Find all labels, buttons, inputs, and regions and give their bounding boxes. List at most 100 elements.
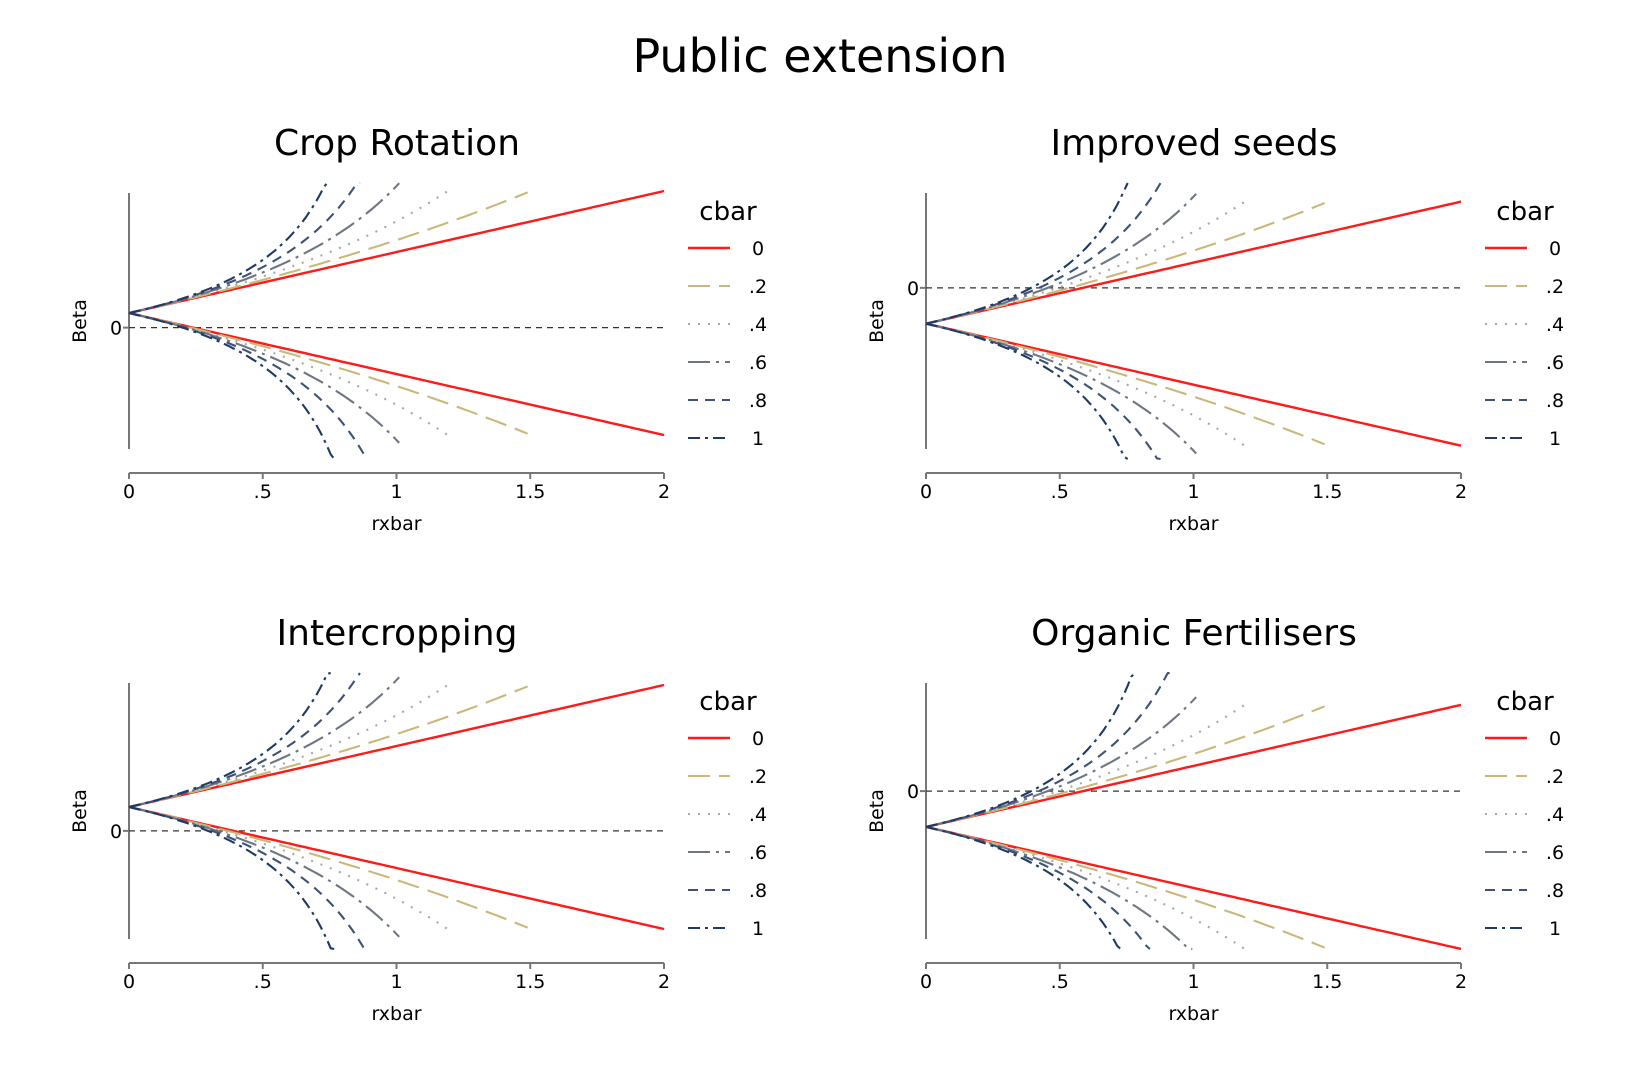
series-line-cbar-p8-upper — [925, 671, 1172, 828]
series-line-cbar-p2-upper — [925, 705, 1325, 828]
series-line-cbar-1-lower — [128, 805, 335, 951]
series-line-cbar-1-upper — [925, 672, 1136, 828]
series-line-cbar-p6-upper — [128, 182, 400, 315]
legend-label: .6 — [1546, 842, 1564, 864]
x-tick-label: 1 — [390, 971, 402, 993]
x-tick-label: 0 — [123, 971, 135, 993]
x-tick-label: .5 — [254, 971, 272, 993]
series-line-cbar-p8-lower — [925, 322, 1161, 461]
x-tick-label: .5 — [1051, 481, 1069, 503]
x-axis-title: rxbar — [371, 513, 421, 535]
series-line-cbar-p2-lower — [128, 805, 528, 929]
legend-label: 0 — [1549, 728, 1561, 750]
series-line-cbar-1-upper — [128, 671, 331, 809]
series-line-cbar-p8-upper — [925, 182, 1162, 325]
x-tick-label: 1 — [1187, 971, 1199, 993]
series-line-cbar-p2-upper — [925, 202, 1325, 325]
legend-label: 0 — [752, 728, 764, 750]
legend-title: cbar — [699, 197, 757, 227]
series-line-cbar-0-lower — [128, 805, 665, 931]
panel-4: Organic Fertilisers 0 .5 1 1.5 2 rxbar Beta 0 cba… — [866, 613, 1564, 1025]
series-line-cbar-p4-lower — [128, 311, 448, 436]
x-tick-label: 0 — [920, 481, 932, 503]
legend-label: .2 — [1546, 276, 1564, 298]
series-line-cbar-0-upper — [128, 683, 665, 809]
series-line-cbar-p6-upper — [925, 193, 1197, 325]
legend-label: 0 — [1549, 238, 1561, 260]
panel-3: Intercropping 0 .5 1 1.5 2 rxbar Beta 0 cbar 0 .2 .4… — [69, 613, 767, 1025]
series-line-cbar-0-lower — [925, 825, 1462, 951]
x-tick-label: 1.5 — [1312, 481, 1342, 503]
panel-title: Organic Fertilisers — [1031, 613, 1357, 654]
series-line-cbar-0-upper — [925, 200, 1462, 325]
panel-title: Crop Rotation — [274, 123, 520, 164]
series-line-cbar-0-lower — [925, 322, 1462, 447]
legend-label: .6 — [749, 842, 767, 864]
series-line-cbar-0-upper — [925, 703, 1462, 829]
panel-title: Improved seeds — [1051, 123, 1338, 164]
series-line-cbar-p2-lower — [925, 825, 1325, 949]
x-tick-label: 2 — [1455, 971, 1467, 993]
series-line-cbar-1-lower — [925, 825, 1122, 950]
y-tick-label: 0 — [110, 318, 122, 340]
x-tick-label: .5 — [254, 481, 272, 503]
series-line-cbar-p4-upper — [128, 190, 448, 315]
y-axis-title: Beta — [866, 789, 888, 833]
x-tick-label: 0 — [123, 481, 135, 503]
x-tick-label: 1.5 — [515, 481, 545, 503]
legend-label: 1 — [752, 918, 764, 940]
series-line-cbar-p6-upper — [128, 676, 400, 809]
series-line-cbar-0-upper — [128, 189, 665, 315]
x-axis-title: rxbar — [1168, 1003, 1218, 1025]
legend-label: 0 — [752, 238, 764, 260]
x-tick-label: 1 — [390, 481, 402, 503]
x-tick-label: 2 — [658, 971, 670, 993]
series-line-cbar-p8-lower — [128, 311, 368, 460]
y-axis-title: Beta — [866, 299, 888, 343]
legend-label: .2 — [749, 276, 767, 298]
legend-label: 1 — [1549, 918, 1561, 940]
series-line-cbar-p4-lower — [925, 825, 1245, 950]
series-line-cbar-p4-lower — [128, 805, 448, 930]
series-line-cbar-p4-upper — [925, 704, 1245, 828]
x-axis-title: rxbar — [371, 1003, 421, 1025]
series-line-cbar-p2-upper — [128, 191, 528, 315]
x-tick-label: 2 — [1455, 481, 1467, 503]
legend-label: .2 — [1546, 766, 1564, 788]
series-line-cbar-p6-lower — [925, 322, 1197, 455]
y-tick-label: 0 — [907, 278, 919, 300]
legend-title: cbar — [1496, 687, 1554, 717]
legend-label: 1 — [752, 428, 764, 450]
series-line-cbar-p4-upper — [128, 684, 448, 809]
y-tick-label: 0 — [907, 781, 919, 803]
series-line-cbar-1-lower — [925, 322, 1129, 460]
series-line-cbar-0-lower — [128, 311, 665, 437]
main-title: Public extension — [632, 29, 1007, 83]
series-line-cbar-p8-lower — [128, 805, 368, 950]
panel-title: Intercropping — [277, 613, 518, 654]
legend-label: 1 — [1549, 428, 1561, 450]
series-line-cbar-p4-upper — [925, 201, 1245, 325]
series-line-cbar-p2-lower — [925, 322, 1325, 446]
legend-label: .8 — [749, 880, 767, 902]
legend-label: .2 — [749, 766, 767, 788]
legend-label: .4 — [1546, 804, 1564, 826]
x-tick-label: 0 — [920, 971, 932, 993]
x-tick-label: 1.5 — [1312, 971, 1342, 993]
y-axis-title: Beta — [69, 299, 91, 343]
legend-title: cbar — [699, 687, 757, 717]
legend-title: cbar — [1496, 197, 1554, 227]
legend-label: .4 — [749, 804, 767, 826]
y-axis-title: Beta — [69, 789, 91, 833]
legend-label: .8 — [1546, 880, 1564, 902]
legend-label: .6 — [1546, 352, 1564, 374]
x-tick-label: 1.5 — [515, 971, 545, 993]
legend-label: .4 — [1546, 314, 1564, 336]
series-line-cbar-p2-upper — [128, 685, 528, 809]
series-line-cbar-p4-lower — [925, 322, 1245, 447]
legend-label: .8 — [749, 390, 767, 412]
x-tick-label: 1 — [1187, 481, 1199, 503]
legend-label: .4 — [749, 314, 767, 336]
series-line-cbar-p8-lower — [925, 825, 1151, 950]
